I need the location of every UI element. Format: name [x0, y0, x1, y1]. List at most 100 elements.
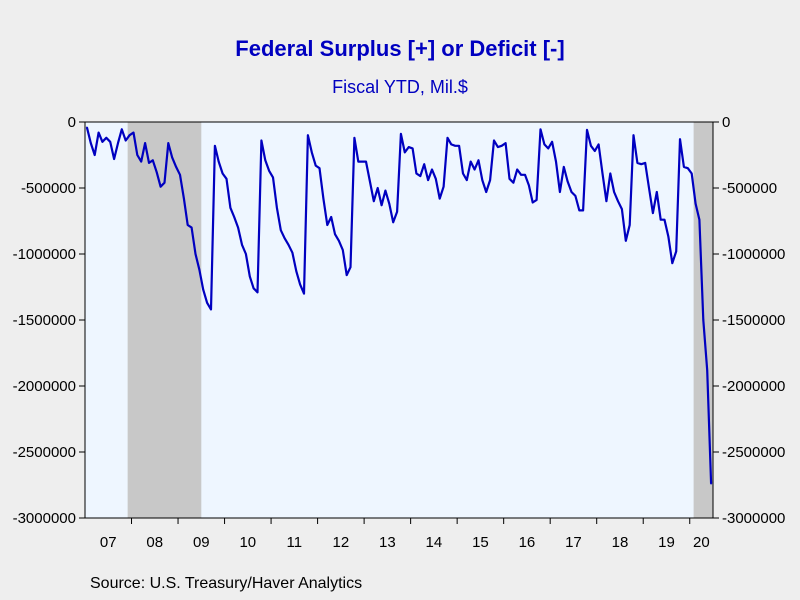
data-point	[702, 319, 705, 321]
data-point	[326, 224, 329, 226]
data-point	[446, 137, 449, 139]
data-point	[570, 191, 573, 193]
data-point	[454, 145, 457, 147]
y-tick-label-left: -2000000	[13, 378, 76, 395]
data-point	[590, 145, 592, 147]
data-point	[663, 218, 666, 221]
data-point	[128, 134, 131, 136]
data-point	[109, 141, 111, 143]
data-point	[687, 167, 689, 169]
data-point	[582, 209, 584, 212]
data-point	[617, 200, 619, 202]
data-point	[450, 143, 453, 146]
data-point	[551, 141, 553, 143]
data-point	[369, 180, 371, 183]
data-point	[121, 128, 123, 131]
data-point	[214, 145, 216, 147]
recession-band	[127, 122, 202, 518]
x-tick-label: 12	[333, 534, 350, 551]
data-point	[171, 156, 173, 159]
data-point	[86, 126, 88, 129]
series-layer	[85, 126, 713, 485]
data-point	[303, 292, 305, 295]
data-point	[264, 159, 267, 162]
data-point	[621, 208, 623, 210]
data-point	[578, 209, 581, 212]
data-point	[411, 147, 414, 150]
data-point	[528, 184, 530, 187]
data-point	[535, 199, 538, 201]
data-point	[415, 172, 418, 175]
data-point	[683, 166, 685, 168]
y-tick-label-left: -3000000	[13, 510, 76, 527]
data-point	[594, 150, 596, 152]
data-point	[636, 162, 639, 164]
x-tick-label: 13	[379, 534, 396, 551]
data-point	[311, 151, 313, 154]
data-point	[353, 137, 356, 139]
data-point	[136, 154, 139, 156]
data-point	[206, 302, 208, 304]
data-point	[667, 236, 670, 238]
data-point	[90, 142, 92, 144]
data-point	[609, 172, 612, 175]
data-point	[105, 137, 108, 139]
data-point	[497, 146, 499, 148]
data-point	[384, 189, 387, 192]
y-tick-label-left: -1500000	[13, 312, 76, 329]
y-tick-label-right: -1500000	[722, 312, 785, 329]
data-point	[314, 164, 317, 167]
data-point	[531, 201, 534, 204]
data-point	[260, 139, 263, 142]
data-point	[656, 191, 658, 193]
data-point	[512, 181, 515, 184]
data-point	[419, 175, 422, 177]
data-point	[613, 191, 615, 193]
y-tick-label-right: -500000	[722, 180, 777, 197]
data-point	[524, 174, 526, 176]
data-point	[485, 191, 488, 193]
y-tick-label-right: 0	[722, 114, 730, 131]
data-point	[481, 179, 484, 181]
data-point	[543, 143, 546, 146]
data-point	[229, 207, 232, 209]
data-point	[469, 160, 472, 163]
data-point	[155, 171, 158, 173]
data-point	[431, 168, 433, 171]
data-point	[547, 147, 549, 150]
data-point	[396, 211, 398, 213]
data-point	[93, 154, 96, 156]
data-point	[295, 270, 298, 273]
data-point	[245, 253, 247, 255]
data-point	[249, 275, 251, 278]
data-point	[233, 216, 235, 218]
data-point	[442, 185, 445, 188]
data-point	[190, 226, 193, 229]
x-tick-label: 20	[693, 534, 710, 551]
data-point	[644, 162, 646, 164]
data-point	[710, 482, 712, 485]
data-point	[373, 200, 375, 202]
data-point	[539, 128, 542, 131]
data-point	[256, 291, 259, 294]
data-point	[694, 203, 697, 205]
data-point	[427, 179, 429, 181]
data-point	[152, 159, 154, 162]
data-point	[132, 131, 135, 134]
x-tick-label: 07	[100, 534, 117, 551]
data-point	[659, 218, 662, 221]
data-point	[252, 287, 255, 290]
data-point	[404, 151, 406, 154]
data-point	[357, 160, 360, 163]
data-point	[423, 163, 426, 165]
data-point	[566, 180, 569, 183]
data-point	[652, 212, 654, 214]
data-point	[318, 167, 321, 169]
y-tick-label-right: -2500000	[722, 444, 785, 461]
data-point	[628, 224, 631, 226]
data-point	[287, 244, 290, 246]
y-tick-label-right: -2000000	[722, 378, 785, 395]
data-point	[338, 240, 340, 242]
data-point	[380, 204, 383, 206]
